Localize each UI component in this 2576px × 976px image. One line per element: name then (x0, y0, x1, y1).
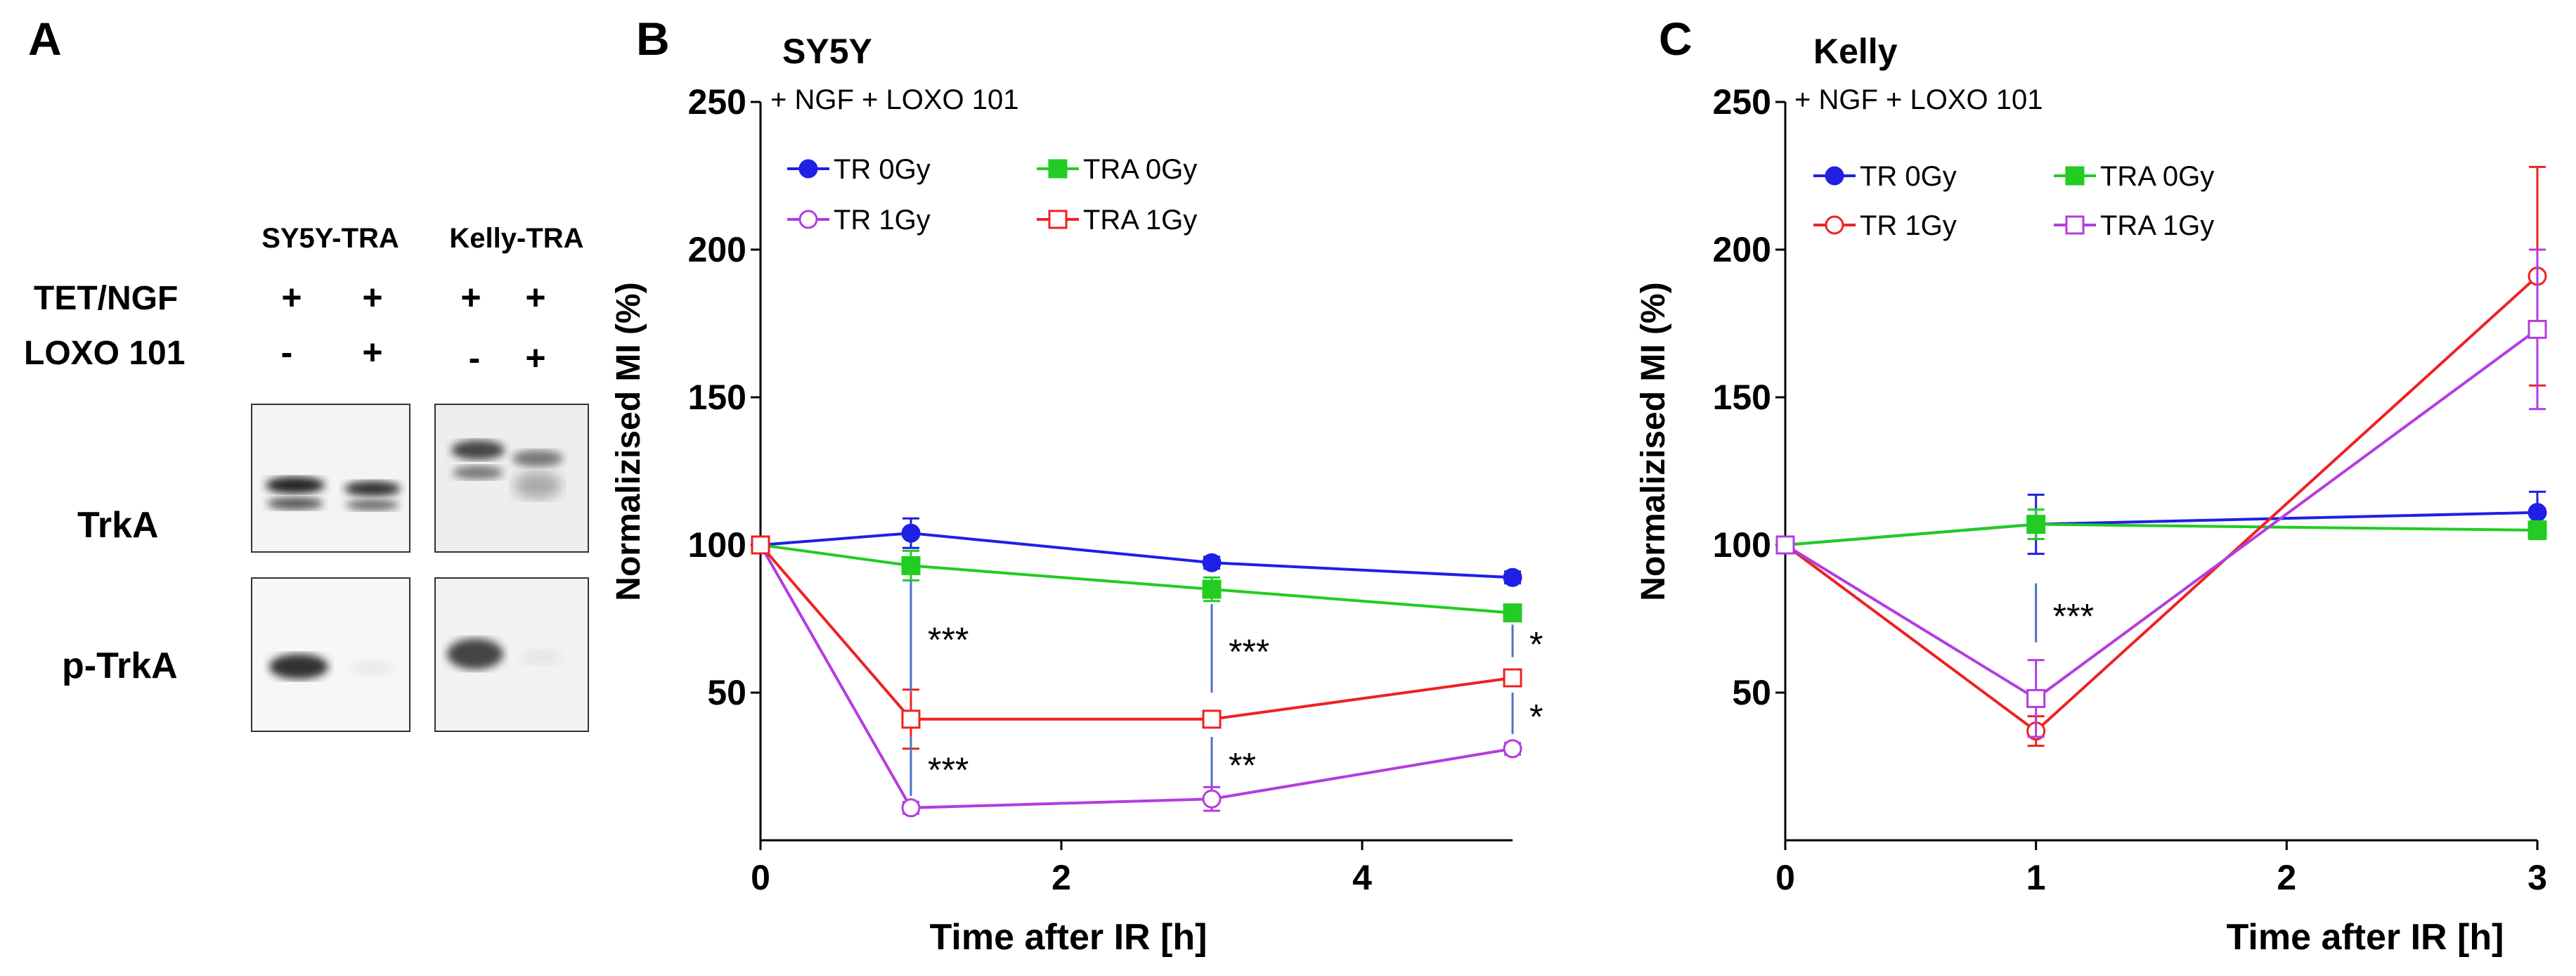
y-tick-label: 250 (688, 82, 746, 122)
legend-label: TR 1Gy (1860, 210, 1957, 241)
legend-label: TRA 0Gy (1083, 154, 1197, 185)
data-point (2026, 515, 2046, 534)
data-point (901, 709, 921, 729)
legend-label: TR 0Gy (1860, 161, 1957, 192)
panel-b-letter: B (636, 13, 670, 65)
data-point (1775, 535, 1795, 555)
data-point (901, 523, 921, 543)
legend-marker (1825, 215, 1844, 235)
panel-c-letter: C (1659, 13, 1692, 65)
y-tick-label: 250 (1713, 82, 1771, 122)
data-point (2026, 688, 2046, 708)
y-tick-label: 200 (688, 230, 746, 269)
x-axis-label: Time after IR [h] (2227, 917, 2504, 958)
column-label-sy5y-tra: SY5Y-TRA (261, 223, 399, 254)
legend-marker (798, 210, 818, 229)
y-tick-label: 150 (688, 378, 746, 417)
tet-ngf-mark: + (460, 278, 481, 317)
panel-a-letter: A (28, 13, 62, 65)
legend-label: TRA 0Gy (2100, 161, 2214, 192)
panel-b-chart: B SY5Y + NGF + LOXO 101 Time after IR [h… (610, 13, 1543, 958)
data-point (751, 535, 770, 555)
tet-ngf-mark: + (525, 278, 545, 317)
significance-label: * (1529, 697, 1543, 736)
y-tick-label: 100 (688, 525, 746, 565)
blot-label-trka: TrkA (77, 505, 159, 546)
blot-label-p-trka: p-TrkA (62, 646, 178, 686)
series-line (759, 544, 1513, 809)
loxo-mark: - (469, 338, 481, 378)
loxo-mark: - (281, 333, 293, 372)
p-trka-blot-sy5y (251, 577, 410, 732)
legend-label: TR 0Gy (834, 154, 931, 185)
series-line (1784, 275, 2539, 733)
row-label-tet-ngf: TET/NGF (34, 280, 178, 317)
data-point (2528, 520, 2547, 540)
legend-marker (2065, 166, 2085, 186)
chart-title: Kelly (1813, 32, 1898, 71)
legend-label: TR 1Gy (834, 205, 931, 236)
significance-label: *** (2053, 597, 2094, 636)
row-label-loxo-101: LOXO 101 (24, 335, 185, 372)
column-label-kelly-tra: Kelly-TRA (449, 223, 583, 254)
y-tick-label: 200 (1713, 230, 1771, 269)
legend-label: TRA 1Gy (1083, 205, 1197, 236)
series-line (760, 544, 1513, 615)
data-point (1202, 553, 1222, 572)
x-tick-label: 2 (2277, 858, 2296, 897)
tet-ngf-mark: + (281, 278, 302, 317)
legend-marker (2065, 215, 2085, 235)
trka-blot-kelly (434, 404, 589, 553)
loxo-mark: + (525, 338, 545, 378)
data-point (901, 556, 921, 575)
x-tick-label: 2 (1051, 858, 1071, 897)
chart-subtitle: + NGF + LOXO 101 (1794, 84, 2043, 115)
significance-label: *** (928, 620, 969, 660)
significance-label: *** (1229, 632, 1269, 672)
series-line (1785, 522, 2538, 546)
data-point (1202, 789, 1222, 809)
y-tick-label: 50 (707, 673, 746, 712)
x-tick-label: 0 (1775, 858, 1795, 897)
panel-a: A SY5Y-TRA Kelly-TRA TET/NGF LOXO 101 + … (24, 13, 589, 732)
series-line (760, 532, 1513, 579)
trka-blot-sy5y (251, 404, 410, 553)
y-tick-label: 100 (1713, 525, 1771, 565)
data-point (1503, 739, 1522, 759)
legend-marker (1825, 166, 1844, 186)
panel-c-chart: C Kelly + NGF + LOXO 101 Time after IR [… (1635, 13, 2547, 958)
legend-marker (1048, 210, 1068, 229)
y-axis-label: Normalizised MI (%) (1635, 282, 1672, 601)
y-tick-label: 50 (1732, 673, 1771, 712)
data-point (901, 798, 921, 818)
chart-title: SY5Y (782, 32, 872, 71)
significance-label: ** (1229, 746, 1256, 785)
x-axis-label: Time after IR [h] (930, 917, 1208, 958)
x-tick-label: 1 (2026, 858, 2046, 897)
significance-label: * (1529, 625, 1543, 664)
loxo-mark: + (362, 333, 382, 372)
data-point (1503, 603, 1522, 623)
data-point (1202, 579, 1222, 599)
series-line (759, 544, 1513, 721)
significance-label: *** (928, 750, 969, 790)
y-tick-label: 150 (1713, 378, 1771, 417)
chart-subtitle: + NGF + LOXO 101 (770, 84, 1019, 115)
data-point (1202, 709, 1222, 729)
p-trka-blot-kelly (434, 577, 589, 732)
legend-marker (798, 159, 818, 179)
data-point (2528, 319, 2547, 339)
data-point (1503, 567, 1522, 587)
x-tick-label: 3 (2528, 858, 2547, 897)
data-point (2528, 503, 2547, 522)
legend-marker (1048, 159, 1068, 179)
y-axis-label: Normalizised MI (%) (610, 282, 647, 601)
x-tick-label: 0 (751, 858, 770, 897)
x-tick-label: 4 (1352, 858, 1372, 897)
data-point (1503, 668, 1522, 688)
tet-ngf-mark: + (362, 278, 382, 317)
legend-label: TRA 1Gy (2100, 210, 2214, 241)
